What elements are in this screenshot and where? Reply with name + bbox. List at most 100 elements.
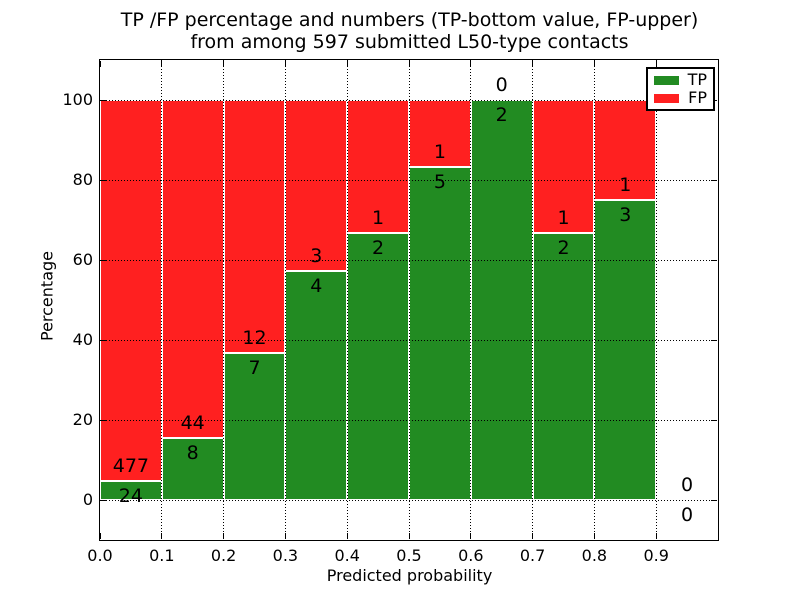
bar-count-label-fp: 1: [433, 140, 446, 163]
gridline-vertical: [161, 60, 163, 540]
bar-segment-tp: [409, 166, 471, 500]
chart-title-line2: from among 597 submitted L50-type contac…: [190, 31, 629, 53]
bar-count-label-tp: 0: [681, 504, 694, 526]
gridline-vertical: [346, 60, 348, 540]
bar-segment-tp: [161, 438, 224, 500]
x-tick-mark: [99, 533, 101, 539]
bar-count-label-fp: 1: [557, 207, 570, 230]
x-tick-mark: [99, 61, 101, 67]
y-tick-mark: [711, 419, 717, 421]
bar-count-label-tp: 2: [557, 237, 570, 260]
y-tick-mark: [101, 339, 107, 341]
y-tick-mark: [101, 499, 107, 501]
x-tick-mark: [284, 61, 286, 67]
gridline-horizontal: [100, 259, 718, 261]
x-tick-label: 0.9: [643, 546, 669, 565]
gridline-horizontal: [100, 179, 718, 181]
gridline-horizontal: [100, 99, 718, 101]
bar-count-label-tp: 2: [495, 104, 508, 126]
x-tick-mark: [161, 533, 163, 539]
x-tick-label: 0.5: [396, 546, 422, 565]
x-tick-mark: [223, 533, 225, 539]
bar-segment-tp: [285, 271, 348, 500]
bar-count-label-tp: 8: [186, 442, 199, 465]
y-tick-label: 80: [72, 170, 93, 189]
gridline-horizontal: [100, 499, 718, 501]
fp-color-swatch: [654, 93, 680, 103]
chart-title: TP /FP percentage and numbers (TP-bottom…: [99, 9, 720, 53]
x-tick-mark: [346, 533, 348, 539]
y-tick-mark: [101, 179, 107, 181]
bar-count-label-tp: 5: [433, 170, 446, 193]
x-tick-label: 0.6: [458, 546, 484, 565]
x-tick-mark: [408, 533, 410, 539]
legend-item-tp: TP: [654, 72, 707, 88]
bar-count-label-fp: 0: [681, 474, 694, 496]
x-tick-mark: [655, 61, 657, 67]
x-tick-mark: [470, 533, 472, 539]
bar-count-label-fp: 0: [495, 74, 508, 96]
bar-count-label-tp: 3: [619, 204, 632, 226]
x-tick-label: 0.8: [581, 546, 608, 565]
x-tick-mark: [161, 61, 163, 67]
y-tick-mark: [101, 259, 107, 261]
bar-segment-tp: [223, 352, 286, 500]
legend-item-fp: FP: [654, 90, 707, 106]
bar-segment-tp: [347, 233, 409, 500]
bar-count-label-fp: 44: [180, 412, 205, 435]
bar-count-label-fp: 12: [242, 326, 267, 349]
x-tick-mark: [593, 61, 595, 67]
x-tick-label: 0.3: [272, 546, 299, 565]
y-tick-mark: [101, 99, 107, 101]
legend-label-tp: TP: [687, 70, 707, 89]
bar-count-label-tp: 24: [118, 484, 143, 507]
x-tick-mark: [532, 61, 534, 67]
gridline-vertical: [223, 60, 225, 540]
legend-label-fp: FP: [688, 88, 707, 107]
bar-count-label-fp: 1: [619, 174, 632, 196]
bar-segment-tp: [470, 100, 533, 500]
gridline-vertical: [408, 60, 410, 540]
y-tick-label: 100: [62, 90, 93, 109]
y-tick-mark: [101, 419, 107, 421]
bar-segment-fp: [223, 100, 286, 353]
gridline-vertical: [532, 60, 534, 540]
chart-title-line1: TP /FP percentage and numbers (TP-bottom…: [120, 9, 699, 31]
x-tick-mark: [655, 533, 657, 539]
gridline-horizontal: [100, 419, 718, 421]
gridline-vertical: [284, 60, 286, 540]
bar-segment-fp: [100, 100, 162, 481]
legend: TP FP: [646, 67, 715, 111]
x-tick-mark: [593, 533, 595, 539]
x-tick-mark: [408, 61, 410, 67]
x-tick-label: 0.0: [87, 546, 113, 565]
gridline-vertical: [655, 60, 657, 540]
gridline-vertical: [593, 60, 595, 540]
x-axis-label: Predicted probability: [326, 566, 493, 585]
bar-count-label-tp: 7: [248, 356, 261, 379]
x-tick-label: 0.7: [519, 546, 546, 565]
gridline-horizontal: [100, 339, 718, 341]
bar-segment-tp: [594, 200, 657, 500]
x-tick-mark: [470, 61, 472, 67]
bar-segment-tp: [532, 233, 595, 500]
bar-segment-fp: [594, 100, 657, 200]
y-tick-label: 40: [72, 330, 93, 349]
gridline-vertical: [470, 60, 472, 540]
x-tick-label: 0.2: [210, 546, 237, 565]
x-tick-mark: [346, 61, 348, 67]
x-tick-label: 0.4: [334, 546, 360, 565]
y-tick-label: 60: [72, 250, 93, 269]
y-tick-mark: [711, 499, 717, 501]
bar-count-label-tp: 2: [372, 237, 385, 260]
y-tick-mark: [711, 259, 717, 261]
bar-count-label-fp: 3: [310, 245, 323, 268]
x-tick-mark: [223, 61, 225, 67]
x-tick-mark: [532, 533, 534, 539]
y-tick-label: 20: [72, 410, 93, 429]
bar-count-label-fp: 1: [372, 207, 385, 230]
bar-count-label-fp: 477: [112, 454, 150, 477]
y-tick-label: 0: [82, 490, 93, 509]
x-tick-mark: [284, 533, 286, 539]
